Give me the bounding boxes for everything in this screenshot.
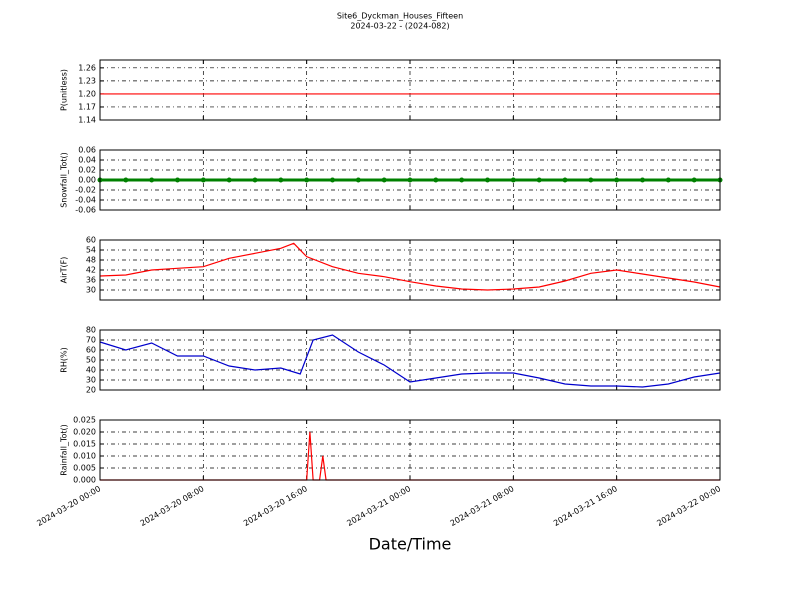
data-line [99, 242, 721, 291]
x-tick-label: 2024-03-20 08:00 [139, 484, 206, 528]
y-tick-label: 20 [86, 386, 96, 395]
y-tick-label: 36 [86, 276, 96, 285]
data-marker [588, 177, 594, 183]
x-tick-label: 2024-03-21 00:00 [345, 484, 412, 528]
y-tick-label: 70 [86, 336, 96, 345]
data-marker [691, 177, 697, 183]
y-tick-label: 40 [86, 366, 96, 375]
plot-frame [99, 239, 721, 301]
y-tick-label: 0.00 [78, 176, 96, 185]
figure-subtitle: 2024-03-22 - (2024-082) [350, 22, 449, 31]
y-tick-label: 0.000 [73, 476, 96, 485]
x-tick-label: 2024-03-22 00:00 [655, 484, 722, 528]
y-tick-label: 0.015 [73, 440, 96, 449]
data-marker [330, 177, 335, 183]
data-marker [459, 177, 465, 183]
data-marker [433, 177, 439, 183]
data-marker [614, 177, 620, 183]
y-tick-label: 50 [86, 356, 96, 365]
data-line [99, 334, 721, 388]
data-marker [304, 177, 310, 183]
figure-title: Site6_Dyckman_Houses_Fifteen [337, 12, 463, 21]
data-marker [510, 177, 516, 183]
data-marker [200, 177, 206, 183]
data-marker [485, 177, 490, 183]
x-tick-label: 2024-03-20 00:00 [35, 484, 102, 528]
y-tick-label: 1.17 [78, 102, 96, 111]
y-tick-label: 54 [86, 246, 96, 255]
y-tick-label: 0.04 [78, 156, 96, 165]
y-tick-label: 0.02 [78, 166, 96, 175]
y-tick-label: 0.005 [73, 464, 96, 473]
x-axis-label: Date/Time [369, 535, 452, 554]
data-marker [407, 177, 413, 183]
y-tick-label: 30 [86, 376, 96, 385]
plot-frame [99, 59, 721, 121]
y-tick-label: 0.025 [73, 416, 96, 425]
y-axis-label: AirT(F) [60, 257, 69, 284]
x-tick-label: 2024-03-20 16:00 [242, 484, 309, 528]
data-marker [278, 177, 284, 183]
y-tick-label: -0.06 [75, 206, 96, 215]
y-axis-label: RH(%) [60, 347, 69, 372]
data-marker [149, 177, 155, 183]
data-marker [562, 177, 568, 183]
y-tick-label: -0.02 [75, 186, 96, 195]
data-marker [536, 177, 542, 183]
data-marker [252, 177, 258, 183]
y-tick-label: 1.26 [78, 63, 96, 72]
data-marker [381, 177, 387, 183]
y-tick-label: 1.14 [78, 116, 96, 125]
y-tick-label: 0.010 [73, 452, 96, 461]
y-tick-label: 1.23 [78, 76, 96, 85]
y-axis-label: Snowfall_Tot() [60, 152, 69, 208]
plot-frame [99, 329, 721, 391]
x-tick-label: 2024-03-21 08:00 [449, 484, 516, 528]
data-marker [640, 177, 645, 183]
plot-frame [99, 149, 721, 211]
y-axis-label: Rainfall_Tot() [60, 424, 69, 476]
x-tick-label: 2024-03-21 16:00 [552, 484, 619, 528]
y-tick-label: 42 [86, 266, 96, 275]
y-tick-label: 48 [86, 256, 96, 265]
y-tick-label: 0.06 [78, 146, 96, 155]
y-tick-label: 60 [86, 236, 96, 245]
y-tick-label: -0.04 [75, 196, 96, 205]
plot-frame [99, 419, 721, 481]
data-marker [123, 177, 129, 183]
y-tick-label: 1.20 [78, 89, 96, 98]
data-marker [665, 177, 671, 183]
data-marker [175, 177, 180, 183]
y-tick-label: 80 [86, 326, 96, 335]
y-axis-label: P(unitless) [60, 69, 69, 111]
y-tick-label: 60 [86, 346, 96, 355]
data-marker [355, 177, 361, 183]
y-tick-label: 30 [86, 286, 96, 295]
data-marker [226, 177, 232, 183]
y-tick-label: 0.020 [73, 428, 96, 437]
